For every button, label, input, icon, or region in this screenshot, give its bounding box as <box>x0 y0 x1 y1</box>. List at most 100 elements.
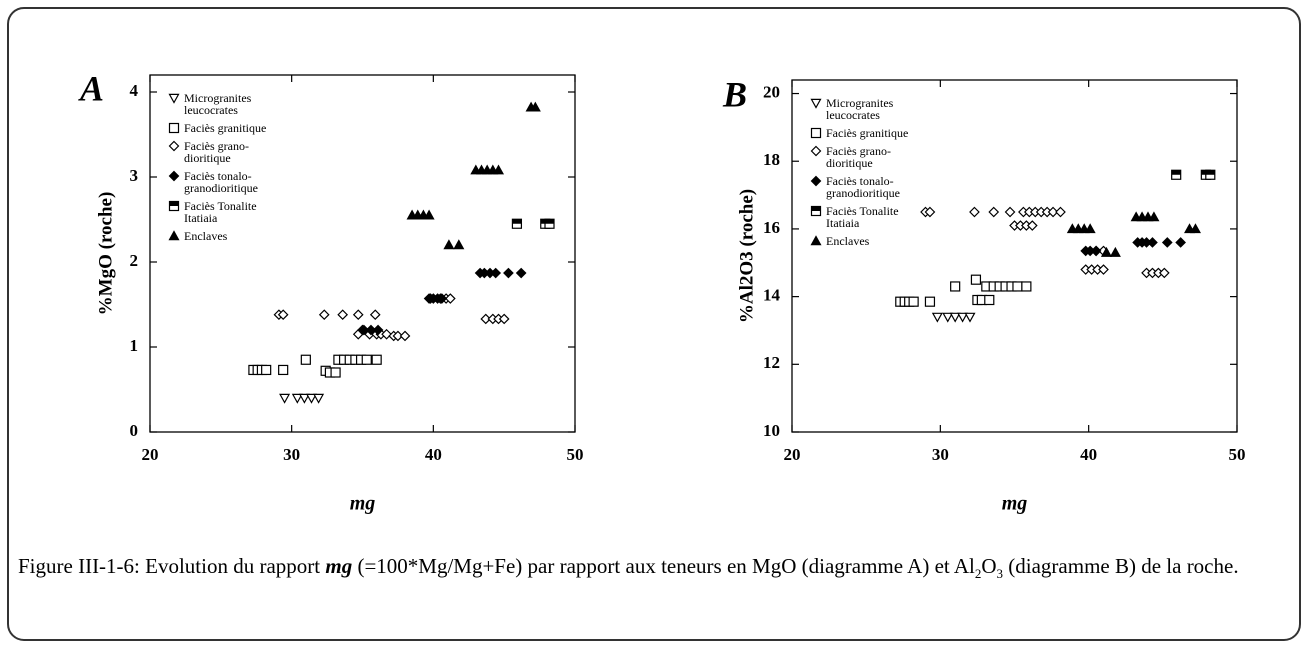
legend-marker <box>810 235 822 246</box>
marker-shape <box>1084 223 1096 234</box>
legend-marker <box>168 200 180 212</box>
legend-marker <box>168 93 180 104</box>
marker-shape <box>399 330 411 342</box>
marker-shape <box>1158 267 1170 279</box>
caption-part: (diagramme B) de la roche. <box>1003 554 1239 578</box>
marker-shape <box>1148 211 1160 222</box>
marker-shape <box>443 239 455 250</box>
x-tick-label: 50 <box>567 445 584 464</box>
marker <box>1161 237 1173 248</box>
marker <box>168 170 180 182</box>
marker <box>277 309 289 321</box>
y-tick-label: 14 <box>763 286 781 305</box>
legend-item: Enclaves <box>168 230 280 242</box>
marker <box>908 296 919 307</box>
marker <box>924 296 936 307</box>
marker-shape <box>371 354 382 365</box>
marker <box>300 354 311 365</box>
marker <box>950 281 961 292</box>
marker <box>453 239 465 250</box>
marker <box>942 312 954 323</box>
legend-marker <box>810 145 822 157</box>
x-axis-label: mg <box>1002 493 1028 515</box>
y-tick-label: 1 <box>130 336 139 355</box>
x-tick-label: 30 <box>283 445 300 464</box>
marker-shape <box>168 93 180 104</box>
marker <box>330 367 341 378</box>
marker <box>810 145 822 157</box>
marker-shape <box>970 274 982 285</box>
y-tick-label: 2 <box>130 251 139 270</box>
legend: Microgranites leucocrates Faciès granitiq… <box>810 97 922 247</box>
marker <box>318 309 330 321</box>
y-tick-label: 18 <box>763 150 780 169</box>
marker <box>1158 267 1170 279</box>
marker <box>492 164 505 175</box>
marker <box>988 206 1000 218</box>
marker-shape <box>957 312 969 323</box>
legend-item: Faciès tonalo-granodioritique <box>810 175 922 199</box>
marker-shape <box>931 312 943 323</box>
marker-shape <box>949 312 961 323</box>
marker <box>1171 169 1182 180</box>
marker <box>372 324 384 336</box>
marker <box>810 175 822 187</box>
caption-part: Figure III-1-6: Evolution du rapport <box>18 554 326 578</box>
y-tick-label: 3 <box>130 166 139 185</box>
x-tick-label: 40 <box>425 445 442 464</box>
marker-shape <box>950 281 961 292</box>
marker <box>511 218 523 229</box>
marker <box>1175 237 1186 248</box>
legend-marker <box>810 205 822 217</box>
marker <box>1021 281 1032 292</box>
marker-shape <box>318 309 330 321</box>
marker-shape <box>1175 237 1186 248</box>
legend-marker <box>810 98 822 109</box>
marker-shape <box>369 309 381 321</box>
legend-label: Faciès Tonalite Itatiaia <box>826 204 899 230</box>
marker-shape <box>436 293 448 304</box>
marker <box>1100 246 1112 257</box>
marker-shape <box>423 209 435 220</box>
marker-shape <box>361 354 372 365</box>
marker <box>544 218 555 229</box>
legend-item: Microgranites leucocrates <box>168 92 280 116</box>
y-tick-label: 20 <box>763 82 780 101</box>
marker-shape <box>964 312 976 323</box>
legend-label: Faciès tonalo-granodioritique <box>826 174 900 200</box>
panel-letter: B <box>722 74 747 114</box>
marker <box>503 267 514 279</box>
legend-label: Faciès tonalo-granodioritique <box>184 169 258 195</box>
marker <box>970 274 982 285</box>
marker <box>515 267 527 279</box>
marker-shape <box>352 309 364 321</box>
legend-item: Faciès tonalo-granodioritique <box>168 170 280 194</box>
marker-shape <box>1055 206 1066 218</box>
marker-shape <box>1205 170 1215 175</box>
legend-item: Faciès Tonalite Itatiaia <box>810 205 922 229</box>
marker <box>1109 246 1121 257</box>
marker-shape <box>277 309 289 321</box>
legend-label: Enclaves <box>184 229 228 243</box>
legend-item: Enclaves <box>810 235 922 247</box>
marker <box>279 393 291 404</box>
y-tick-label: 4 <box>130 81 139 100</box>
marker-shape <box>498 313 510 325</box>
marker <box>168 122 180 134</box>
marker <box>399 330 411 342</box>
marker-shape <box>811 206 821 211</box>
frame <box>7 7 1301 641</box>
legend-item: Faciès Tonalite Itatiaia <box>168 200 280 224</box>
marker-shape <box>291 393 303 404</box>
caption-part: O <box>981 554 997 578</box>
marker-shape <box>988 206 1000 218</box>
marker <box>480 313 492 325</box>
marker <box>313 393 325 404</box>
marker <box>490 267 502 279</box>
marker <box>1004 206 1016 218</box>
caption-part: 2 <box>974 566 982 582</box>
marker-shape <box>261 364 272 376</box>
marker <box>810 235 822 246</box>
legend-item: Faciès granitique <box>168 122 280 134</box>
marker <box>810 205 822 217</box>
